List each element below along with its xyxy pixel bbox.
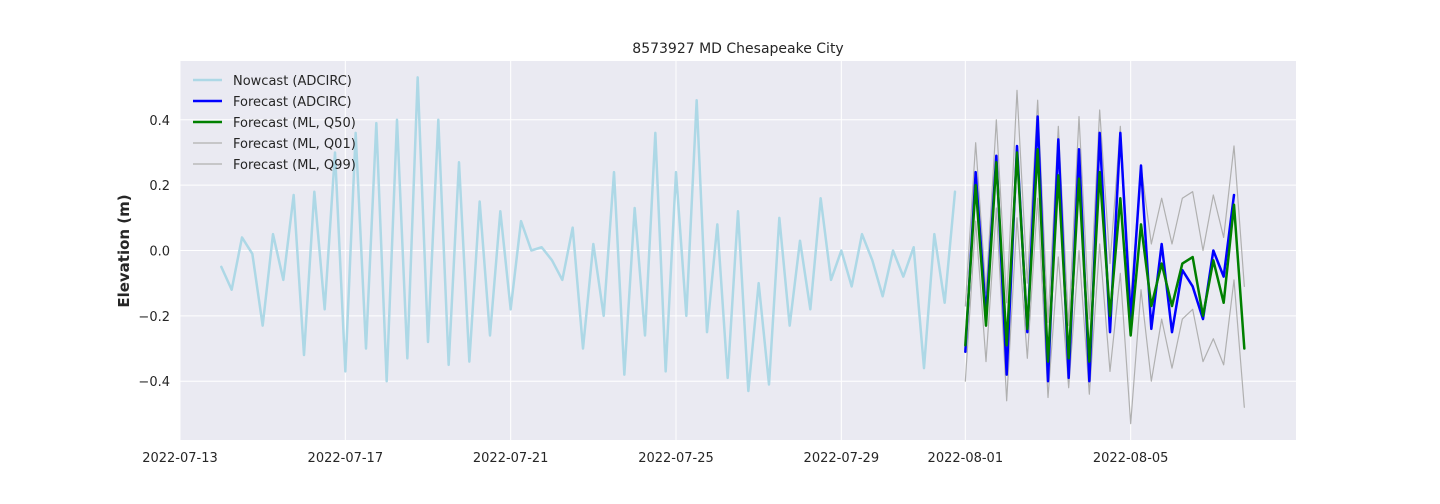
x-tick-label: 2022-07-13 — [142, 451, 218, 466]
x-axis: 2022-07-13 2022-07-17 2022-07-21 2022-07-25… — [142, 451, 1168, 466]
legend-item: Forecast (ML, Q01) — [193, 137, 356, 152]
legend-label: Forecast (ML, Q01) — [233, 137, 356, 152]
series-lines — [220, 76, 1246, 425]
legend-label: Nowcast (ADCIRC) — [233, 74, 352, 89]
y-tick-label: 0.0 — [149, 245, 170, 260]
y-axis-label: Elevation (m) — [115, 194, 133, 307]
y-tick-label: −0.2 — [138, 310, 170, 325]
y-tick-label: 0.2 — [149, 179, 170, 194]
legend-label: Forecast (ML, Q99) — [233, 158, 356, 173]
x-tick-label: 2022-07-21 — [473, 451, 549, 466]
legend-item: Forecast (ML, Q50) — [193, 116, 356, 131]
series-line-forecast-ml-q50 — [964, 147, 1246, 363]
legend-label: Forecast (ADCIRC) — [233, 95, 352, 110]
legend-item: Forecast (ML, Q99) — [193, 158, 356, 173]
legend-label: Forecast (ML, Q50) — [233, 116, 356, 131]
legend-item: Forecast (ADCIRC) — [193, 95, 352, 110]
legend: Nowcast (ADCIRC) Forecast (ADCIRC) Forecas… — [193, 74, 356, 173]
legend-item: Nowcast (ADCIRC) — [193, 74, 352, 89]
series-line-forecast-ml-q01 — [964, 197, 1245, 425]
x-tick-label: 2022-07-17 — [308, 451, 384, 466]
y-tick-label: 0.4 — [149, 114, 170, 129]
x-tick-label: 2022-08-01 — [928, 451, 1004, 466]
series-line-forecast-ml-q99 — [964, 89, 1245, 327]
x-tick-label: 2022-08-05 — [1093, 451, 1169, 466]
x-tick-label: 2022-07-29 — [804, 451, 880, 466]
series-line-nowcast-adcirc — [220, 76, 957, 393]
series-forecast-ml-q99 — [964, 89, 1245, 327]
series-forecast-ml-q50 — [964, 147, 1246, 363]
x-tick-label: 2022-07-25 — [638, 451, 714, 466]
series-forecast-ml-q01 — [964, 197, 1245, 425]
chart-title: 8573927 MD Chesapeake City — [632, 41, 843, 57]
series-nowcast-adcirc — [220, 76, 957, 393]
y-axis: −0.4 −0.2 0.0 0.2 0.4 — [138, 114, 170, 390]
y-tick-label: −0.4 — [138, 375, 170, 390]
